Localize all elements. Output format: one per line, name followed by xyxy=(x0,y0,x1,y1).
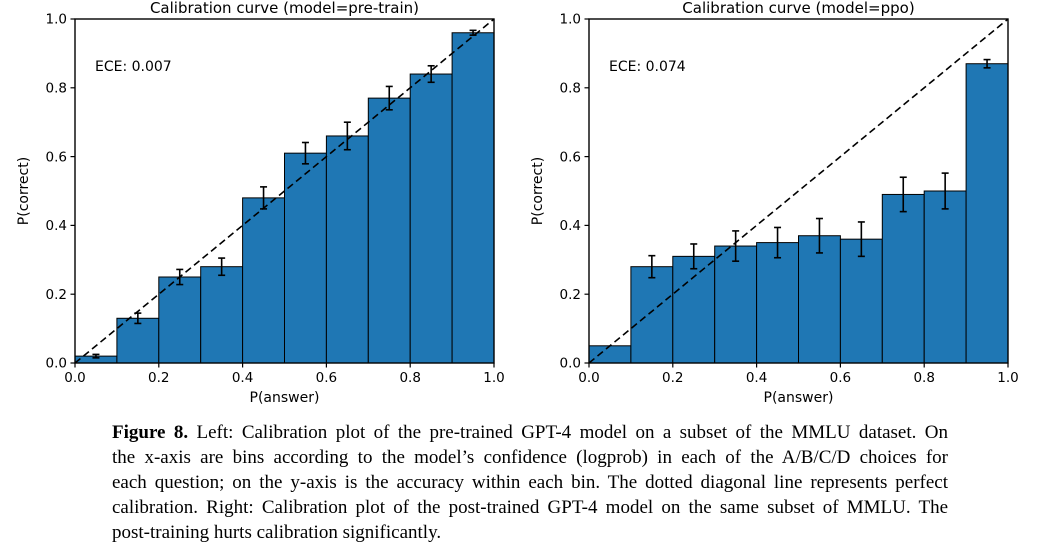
caption-line: calibration. Right: Calibration plot of … xyxy=(112,497,948,518)
y-tick-label: 0.6 xyxy=(46,149,67,165)
x-axis-label: P(answer) xyxy=(764,390,834,406)
y-tick-label: 1.0 xyxy=(560,12,581,28)
ece-annotation: ECE: 0.074 xyxy=(609,59,686,75)
x-tick-label: 0.4 xyxy=(232,370,253,386)
calibration-bar xyxy=(242,197,286,364)
chart-title: Calibration curve (model=pre-train) xyxy=(150,0,419,17)
perfect-calibration-line xyxy=(74,18,495,364)
x-tick-label: 0.0 xyxy=(64,370,85,386)
calibration-bar xyxy=(588,345,632,364)
calibration-bar xyxy=(839,238,883,364)
calibration-bar xyxy=(200,266,244,364)
ece-annotation: ECE: 0.007 xyxy=(95,59,172,75)
x-tick-label: 0.2 xyxy=(148,370,169,386)
chart-panel-pre-train: 0.0 0.2 0.4 0.6 0.8 1.0 0.0 0.2 0.4 0.6 0.8 1.0 Cali… xyxy=(16,0,505,406)
calibration-bar xyxy=(367,97,411,364)
caption-line: the x-axis are bins according to the mod… xyxy=(112,447,948,468)
chart-title: Calibration curve (model=ppo) xyxy=(682,0,914,17)
calibration-bar xyxy=(116,317,160,364)
x-tick-label: 0.8 xyxy=(913,370,934,386)
x-tick-label: 1.0 xyxy=(997,370,1018,386)
x-tick-label: 0.0 xyxy=(578,370,599,386)
y-tick-label: 0.8 xyxy=(560,81,581,97)
calibration-bar xyxy=(451,32,495,364)
caption-line: Figure 8. Left: Calibration plot of the … xyxy=(112,420,948,445)
calibration-bar xyxy=(923,190,967,364)
calibration-bar xyxy=(881,193,925,364)
y-tick-label: 0.2 xyxy=(560,287,581,303)
calibration-bar xyxy=(284,152,327,364)
calibration-bar xyxy=(672,255,716,364)
calibration-charts: 0.0 0.2 0.4 0.6 0.8 1.0 0.0 0.2 0.4 0.6 0.8 1.0 Cali… xyxy=(16,0,1019,406)
y-tick-label: 0.8 xyxy=(46,81,67,97)
x-tick-label: 0.4 xyxy=(746,370,767,386)
plot-border xyxy=(74,18,495,364)
x-axis-label: P(answer) xyxy=(250,390,320,406)
calibration-bar xyxy=(714,245,758,364)
calibration-bar xyxy=(325,135,369,364)
calibration-bar xyxy=(798,235,841,364)
chart-panel-ppo: 0.0 0.2 0.4 0.6 0.8 1.0 0.0 0.2 0.4 0.6 0.8 1.0 Cali… xyxy=(530,0,1019,406)
y-tick-label: 0.6 xyxy=(560,149,581,165)
calibration-bar xyxy=(630,266,674,364)
perfect-calibration-line xyxy=(588,18,1009,364)
y-tick-label: 0.2 xyxy=(46,287,67,303)
plot-border xyxy=(588,18,1009,364)
y-tick-label: 0.4 xyxy=(46,218,67,234)
x-tick-label: 1.0 xyxy=(483,370,504,386)
x-tick-label: 0.2 xyxy=(662,370,683,386)
calibration-bar xyxy=(965,63,1009,364)
y-tick-label: 0.0 xyxy=(46,356,67,372)
caption-line-text: Left: Calibration plot of the pre-traine… xyxy=(188,422,948,443)
y-axis-label: P(correct) xyxy=(16,157,32,225)
caption-line: post-training hurts calibration signific… xyxy=(112,522,442,543)
caption-figure-label: Figure 8. xyxy=(112,422,189,443)
y-axis-label: P(correct) xyxy=(530,157,546,225)
x-tick-label: 0.8 xyxy=(399,370,420,386)
x-tick-label: 0.6 xyxy=(316,370,337,386)
figure-caption: Figure 8. Left: Calibration plot of the … xyxy=(112,420,948,545)
calibration-bar xyxy=(409,73,453,364)
y-tick-label: 1.0 xyxy=(46,12,67,28)
y-tick-label: 0.4 xyxy=(560,218,581,234)
caption-line: each question; on the y-axis is the accu… xyxy=(112,472,948,493)
x-tick-label: 0.6 xyxy=(830,370,851,386)
y-tick-label: 0.0 xyxy=(560,356,581,372)
calibration-bar xyxy=(756,242,799,364)
